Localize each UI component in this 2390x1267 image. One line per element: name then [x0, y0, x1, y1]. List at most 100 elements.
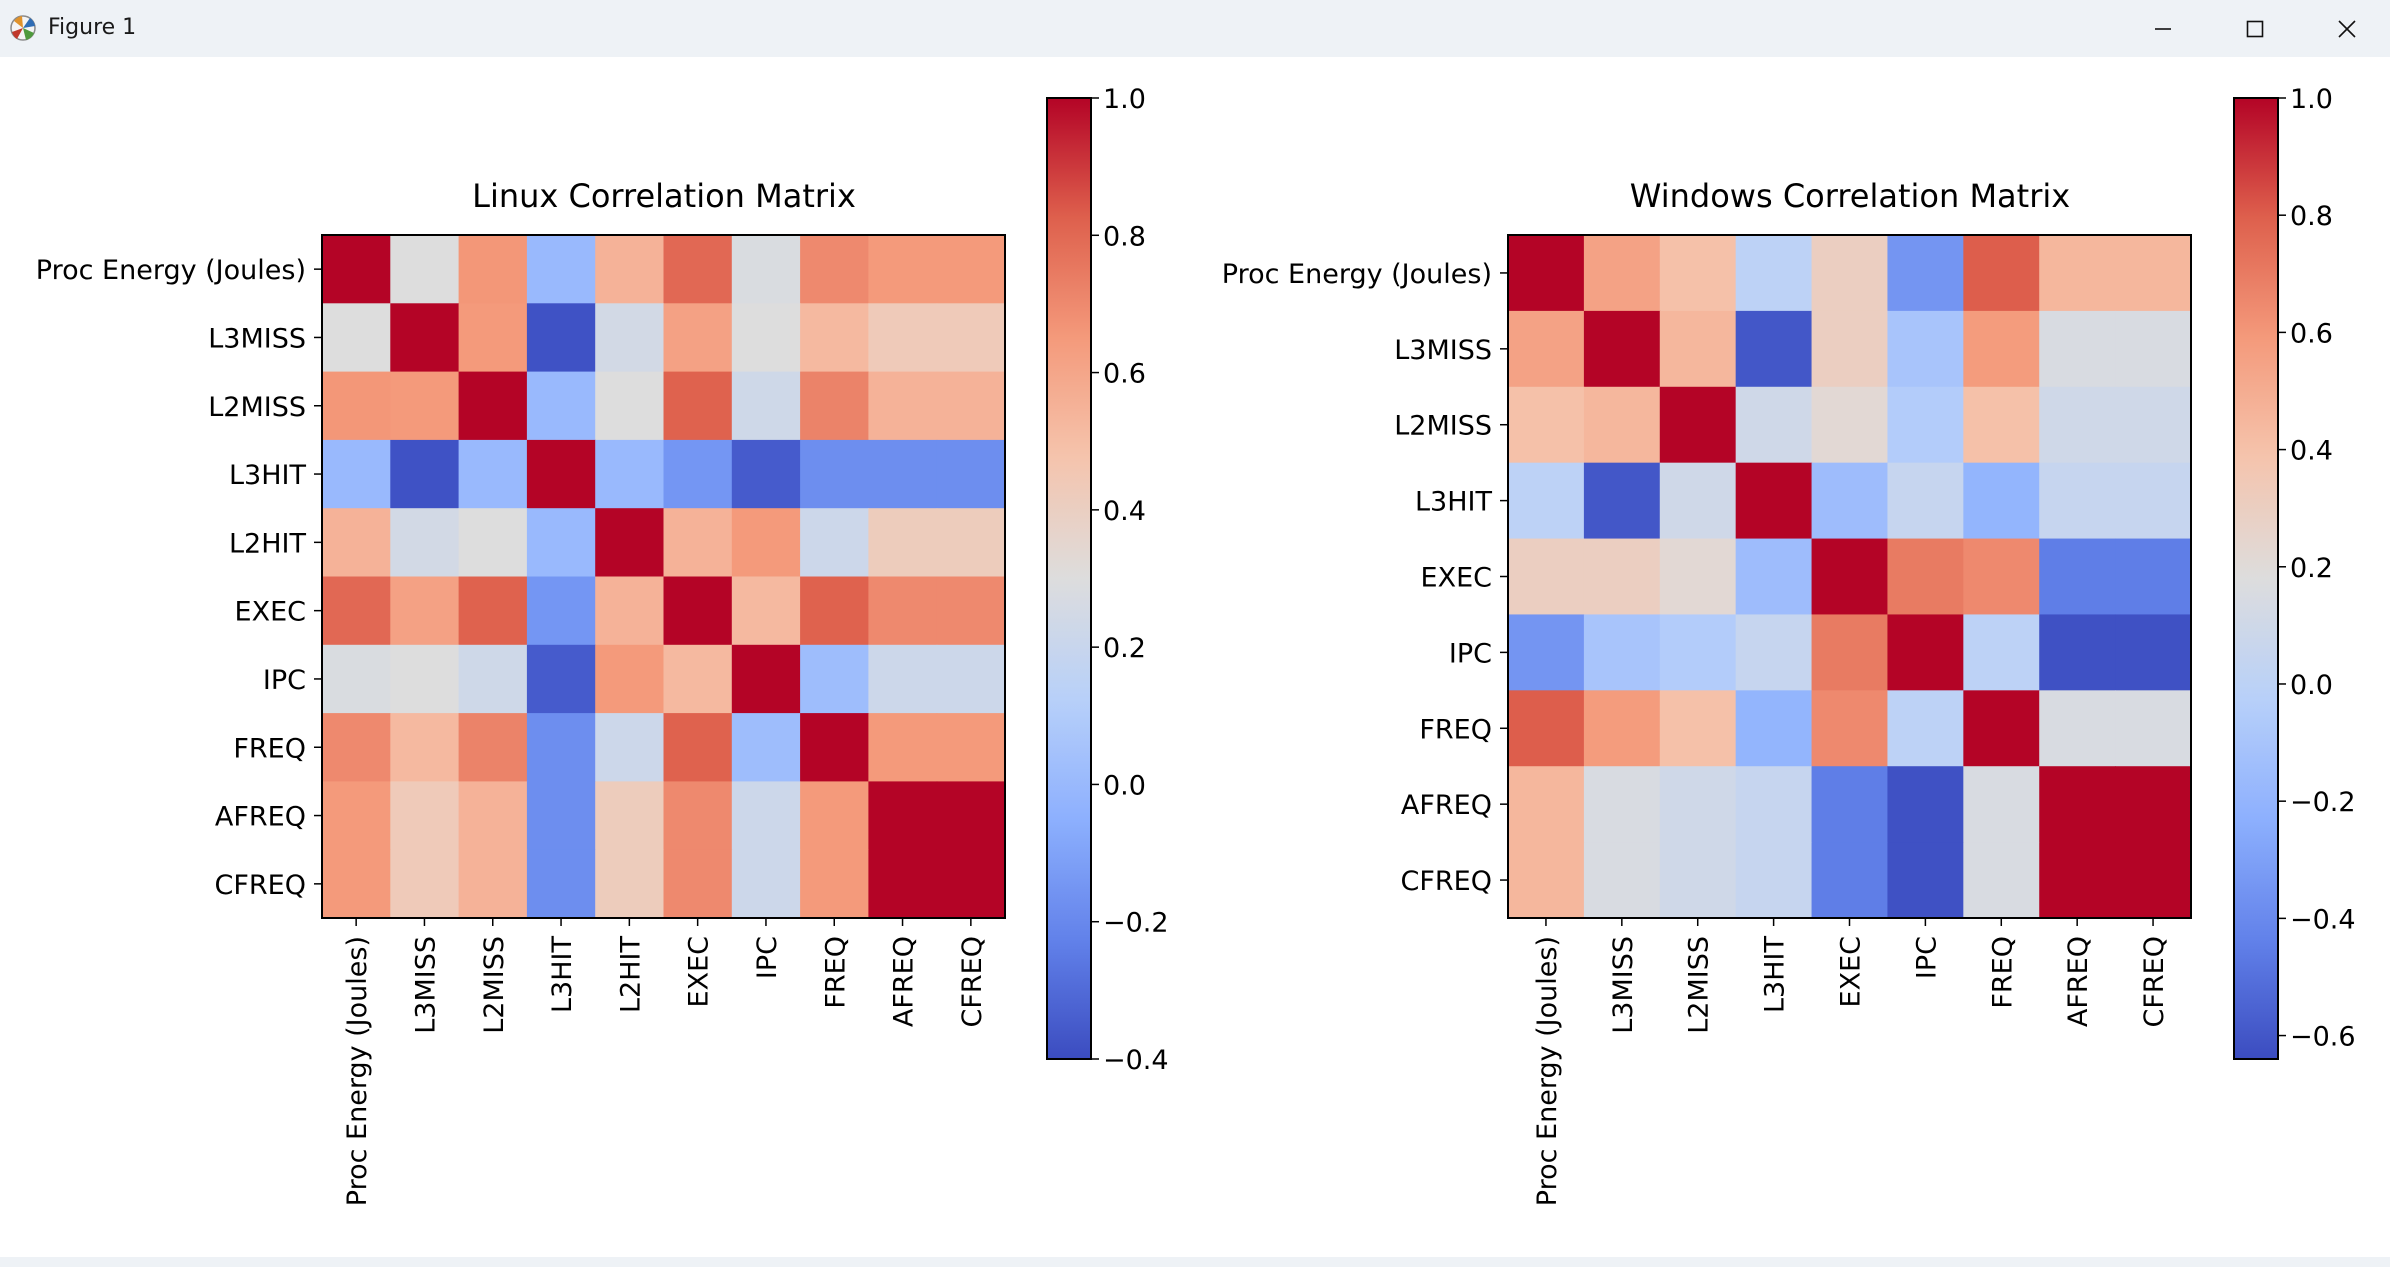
heatmap-cell — [2115, 462, 2192, 540]
heatmap-cell — [458, 644, 528, 714]
heatmap-cell — [868, 576, 938, 646]
heatmap-cell — [1963, 690, 2040, 767]
y-tick-label: L2HIT — [229, 528, 306, 559]
heatmap-cell — [731, 439, 801, 509]
heatmap-cell — [868, 644, 938, 714]
y-tick-label: CFREQ — [215, 870, 306, 901]
close-button[interactable] — [2301, 0, 2390, 57]
heatmap-cell — [731, 508, 801, 578]
colorbar-tick-label: −0.6 — [2290, 1022, 2356, 1053]
heatmap-cell — [526, 849, 596, 919]
y-tick-label: AFREQ — [215, 802, 306, 833]
heatmap-cell — [322, 576, 391, 646]
heatmap-cell — [731, 713, 801, 782]
heatmap-cell — [458, 849, 528, 919]
minimize-icon — [2155, 27, 2171, 30]
heatmap-cell — [800, 439, 869, 509]
heatmap-cell — [663, 576, 733, 646]
heatmap-cell — [1811, 310, 1889, 388]
x-tick-label: AFREQ — [2063, 936, 2094, 1027]
x-tick-label: L2MISS — [479, 936, 510, 1034]
heatmap-cell — [1659, 235, 1737, 312]
x-tick-label: L3MISS — [410, 936, 441, 1034]
x-tick-label: L2HIT — [615, 935, 646, 1012]
x-tick-label: EXEC — [1836, 936, 1867, 1007]
heatmap-cell — [1811, 386, 1889, 464]
heatmap-cell — [322, 303, 391, 373]
chart-title: Windows Correlation Matrix — [1630, 177, 2070, 215]
heatmap-cell — [936, 508, 1006, 578]
heatmap-cell — [1963, 538, 2040, 616]
heatmap-cell — [936, 439, 1006, 509]
heatmap-cell — [1583, 235, 1661, 312]
heatmap-cell — [936, 849, 1006, 919]
heatmap-cell — [1963, 614, 2040, 691]
axes-frame — [321, 234, 1006, 919]
heatmap-cell — [1583, 614, 1661, 691]
heatmap-cell — [800, 644, 869, 714]
heatmap-cell — [526, 713, 596, 782]
heatmap-cell — [2115, 842, 2192, 919]
heatmap-cell — [2039, 538, 2116, 616]
colorbar-tick-label: 0.2 — [1103, 633, 1146, 664]
heatmap-cell — [1887, 235, 1964, 312]
heatmap-cell — [526, 576, 596, 646]
heatmap-cell — [800, 576, 869, 646]
heatmap-cell — [322, 644, 391, 714]
heatmap-cell — [868, 235, 938, 304]
y-tick-label: L2MISS — [1394, 411, 1492, 442]
heatmap-cell — [1583, 462, 1661, 540]
heatmap-cell — [936, 644, 1006, 714]
heatmap-cell — [1735, 235, 1813, 312]
heatmap-cell — [322, 371, 391, 441]
colorbar-tick-label: −0.4 — [2290, 904, 2356, 935]
heatmap-cell — [1735, 842, 1813, 919]
heatmap-cell — [936, 235, 1006, 304]
heatmap-cell — [2115, 766, 2192, 843]
heatmap-cell — [731, 235, 801, 304]
heatmap-cell — [526, 303, 596, 373]
heatmap-cell — [1583, 538, 1661, 616]
colorbar-tick-label: 0.4 — [2290, 436, 2333, 467]
heatmap-cell — [731, 781, 801, 851]
heatmap-cell — [1508, 690, 1585, 767]
heatmap-cell — [390, 303, 460, 373]
heatmap-cell — [458, 781, 528, 851]
heatmap-cell — [2115, 386, 2192, 464]
colorbar-tick-label: 1.0 — [2290, 84, 2333, 115]
heatmap-cell — [322, 849, 391, 919]
x-tick-label: IPC — [1911, 936, 1942, 979]
x-tick-label: CFREQ — [957, 936, 988, 1027]
colorbar-tick-label: 0.6 — [2290, 318, 2333, 349]
heatmap-cell — [2039, 766, 2116, 843]
heatmap-cell — [663, 849, 733, 919]
heatmap-cell — [731, 303, 801, 373]
minimize-button[interactable] — [2117, 0, 2209, 57]
heatmap-cell — [458, 576, 528, 646]
heatmap-cell — [322, 508, 391, 578]
heatmap-cell — [458, 235, 528, 304]
heatmap-cell — [800, 235, 869, 304]
heatmap-cell — [595, 849, 665, 919]
colorbar-tick-label: 0.4 — [1103, 496, 1146, 527]
heatmap-cell — [1508, 766, 1585, 843]
heatmap-cell — [800, 849, 869, 919]
heatmap-cell — [868, 371, 938, 441]
heatmap-cell — [868, 439, 938, 509]
window-title: Figure 1 — [48, 15, 137, 40]
heatmap-cell — [390, 235, 460, 304]
heatmap-cell — [526, 644, 596, 714]
colorbar — [2234, 98, 2278, 1059]
maximize-icon — [2246, 20, 2264, 37]
heatmap-cell — [1887, 690, 1964, 767]
heatmap-cell — [1735, 386, 1813, 464]
colorbar-tick-label: −0.2 — [1103, 908, 1169, 939]
matplotlib-figure-icon — [10, 15, 36, 41]
y-tick-label: CFREQ — [1401, 866, 1492, 897]
maximize-button[interactable] — [2209, 0, 2301, 57]
heatmap-cell — [595, 576, 665, 646]
x-tick-label: IPC — [752, 936, 783, 979]
x-tick-label: L3HIT — [547, 935, 578, 1012]
figure-svg: Linux Correlation Matrix Proc Energy (Jou… — [36, 84, 2356, 1206]
heatmap-cell — [1735, 690, 1813, 767]
